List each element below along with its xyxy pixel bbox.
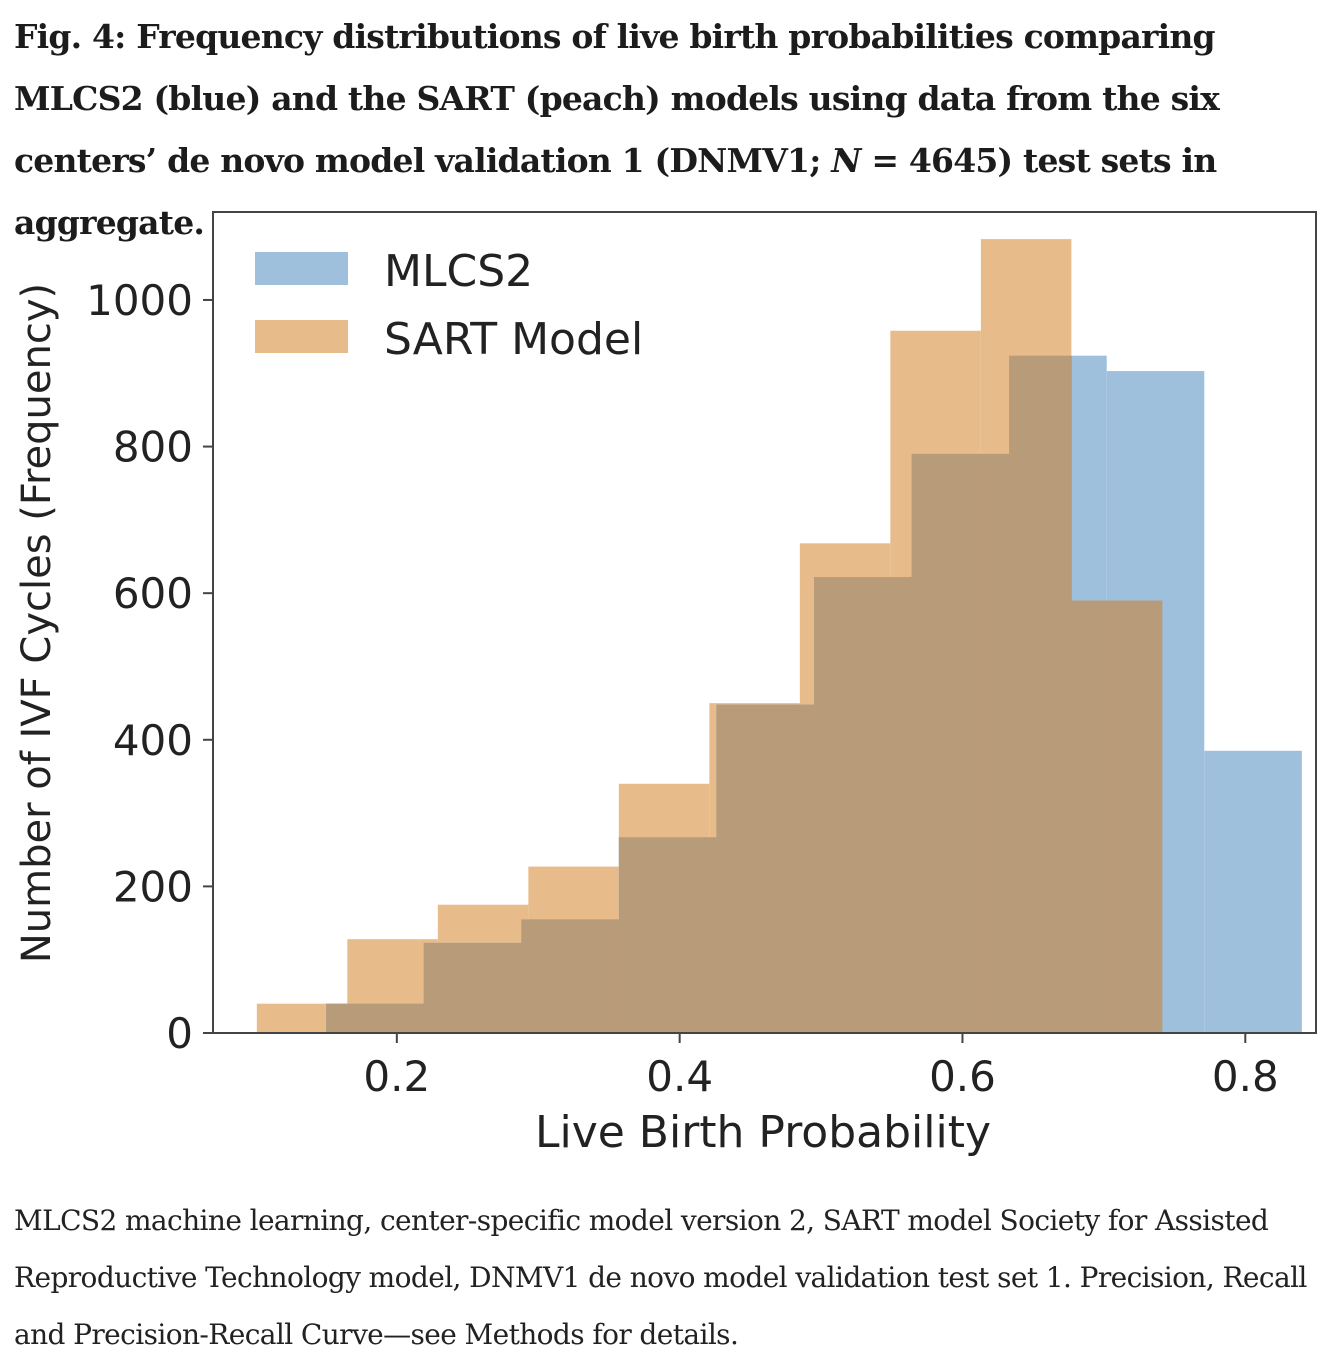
- overlap-bar-2: [347, 1003, 425, 1033]
- figure-title-n: N: [831, 141, 861, 180]
- overlap-bar-1: [326, 1003, 348, 1033]
- y-tick-label: 0: [166, 1009, 193, 1058]
- overlap-bar-4: [437, 942, 522, 1033]
- legend-swatch-mlcs2: [255, 252, 348, 285]
- figure-title-text: Fig. 4: Frequency distributions of live …: [14, 17, 1220, 180]
- overlap-bar-7: [618, 837, 710, 1033]
- overlap-bar-5: [521, 919, 529, 1033]
- overlap-bar-13: [911, 453, 982, 1033]
- y-tick-label: 400: [113, 716, 193, 765]
- y-tick-label: 1000: [86, 276, 193, 325]
- overlap-bar-11: [813, 577, 891, 1033]
- plot-frame: [212, 211, 1317, 1034]
- overlap-bars: [326, 355, 1163, 1033]
- overlap-bar-17: [1106, 600, 1163, 1033]
- overlap-bar-8: [709, 837, 717, 1033]
- x-axis-label: Live Birth Probability: [535, 1107, 991, 1158]
- overlap-bar-3: [423, 942, 439, 1033]
- y-axis: 0 200 400 600 800 1000: [86, 276, 213, 1058]
- legend-swatch-sart: [255, 320, 348, 353]
- legend-label-mlcs2: MLCS2: [384, 246, 533, 297]
- legend: MLCS2 SART Model: [255, 246, 643, 365]
- x-tick-label: 0.8: [1212, 1052, 1279, 1101]
- figure-title: Fig. 4: Frequency distributions of live …: [14, 6, 1314, 254]
- figure-caption: MLCS2 machine learning, center-specific …: [14, 1204, 1307, 1351]
- overlap-bar-12: [890, 577, 913, 1033]
- y-tick-label: 800: [113, 423, 193, 472]
- x-tick-label: 0.2: [363, 1052, 430, 1101]
- legend-label-sart: SART Model: [384, 314, 643, 365]
- mlcs2-bar-9: [1204, 750, 1302, 1033]
- y-tick-label: 600: [113, 569, 193, 618]
- x-axis: 0.2 0.4 0.6 0.8: [363, 1033, 1279, 1101]
- overlap-bar-9: [716, 704, 801, 1033]
- y-tick-label: 200: [113, 862, 193, 911]
- histogram-chart: 0.2 0.4 0.6 0.8 0 200 400 600 800 1000 Live Birt…: [14, 211, 1317, 1158]
- y-axis-label: Number of IVF Cycles (Frequency): [14, 283, 60, 963]
- overlap-bar-16: [1071, 600, 1108, 1033]
- x-tick-label: 0.4: [646, 1052, 713, 1101]
- overlap-bar-10: [799, 704, 815, 1033]
- overlap-bar-14: [980, 453, 1010, 1033]
- figure-title-text-end: = 4645) test sets in aggregate.: [14, 141, 1217, 242]
- overlap-bar-15: [1009, 355, 1072, 1033]
- x-tick-label: 0.6: [929, 1052, 996, 1101]
- overlap-bar-6: [528, 919, 620, 1033]
